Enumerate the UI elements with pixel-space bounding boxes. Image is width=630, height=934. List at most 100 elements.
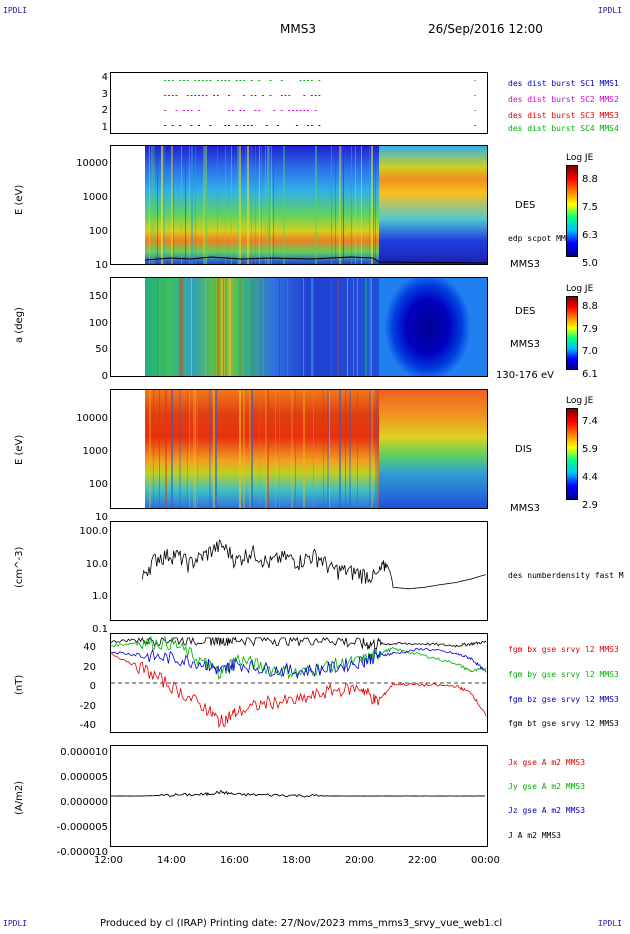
spectrogram-stripe (307, 278, 308, 376)
burst-plot (164, 80, 476, 126)
current-legend-j: J A m2 MMS3 (508, 831, 561, 840)
des-energy-tick: 1000 (82, 192, 108, 203)
spectrogram-stripe (223, 278, 224, 376)
bfield-tick: -40 (79, 720, 96, 731)
current-line (111, 790, 485, 798)
density-y-ticks: 100.0 10.0 1.0 0.1 (60, 516, 108, 646)
bfield-ylabel: (nT) (14, 674, 25, 695)
des-pitch-spectrogram-right (379, 278, 487, 376)
current-legend-jy: Jy gse A m2 MMS3 (508, 782, 586, 791)
density-legend: des numberdensity fast M (508, 571, 624, 580)
spectrogram-stripe (287, 278, 288, 376)
spectrogram-stripe (191, 278, 192, 376)
colorbar-1 (566, 165, 578, 257)
spectrogram-stripe (203, 278, 204, 376)
spectrogram-stripe (271, 146, 272, 264)
spectrogram-stripe (337, 278, 339, 376)
density-tick: 1.0 (92, 591, 108, 602)
scpot-trace (144, 256, 487, 264)
spectrogram-stripe (349, 390, 351, 508)
spectrogram-stripe (255, 146, 256, 264)
dis-energy-spectrogram-right (379, 390, 487, 508)
colorbar-2-title: Log JE (566, 284, 594, 294)
spectrogram-stripe (161, 146, 163, 264)
spectrogram-stripe (291, 390, 293, 508)
des-energy-label-mms3: MMS3 (510, 259, 540, 270)
spectrogram-stripe (369, 390, 371, 508)
colorbar-2-ticks: 8.8 7.9 7.0 6.1 (582, 296, 598, 386)
spectrogram-stripe (185, 146, 186, 264)
spectrogram-stripe (339, 146, 341, 264)
time-axis: 12:00 14:00 16:00 18:00 20:00 22:00 00:0… (94, 855, 504, 869)
colorbar-3-tick: 4.4 (582, 472, 598, 483)
spectrogram-stripe (357, 278, 358, 376)
spectrogram-stripe (365, 278, 367, 376)
density-panel (110, 521, 488, 621)
spectrogram-stripe (163, 146, 165, 264)
spectrogram-stripe (243, 390, 245, 508)
colorbar-3-ticks: 7.4 5.9 4.4 2.9 (582, 408, 598, 520)
spectrogram-stripe (311, 278, 313, 376)
density-plot (141, 539, 486, 590)
des-pitch-spectrogram-left (145, 278, 379, 376)
spectrogram-stripe (191, 146, 193, 264)
spectrogram-stripe (361, 146, 362, 264)
time-tick: 20:00 (345, 855, 374, 866)
des-energy-overlay (144, 146, 487, 264)
spectrogram-stripe (239, 278, 241, 376)
spectrogram-stripe (193, 390, 195, 508)
spectrogram-stripe (181, 278, 183, 376)
bfield-tick: -20 (79, 700, 96, 712)
spectrogram-stripe (331, 146, 332, 264)
spectrogram-stripe (209, 390, 211, 508)
colorbar-3-title: Log JE (566, 396, 594, 406)
burst-legend-3: des dist burst SC3 MMS3 (508, 111, 619, 120)
spectrogram-stripe (261, 146, 262, 264)
spectrogram-stripe (163, 278, 164, 376)
bfield-tick: 0 (89, 681, 96, 692)
spectrogram-stripe (371, 146, 373, 264)
spectrogram-stripe (303, 390, 305, 508)
dis-energy-ylabel: E (eV) (14, 434, 25, 465)
des-energy-ylabel: E (eV) (14, 184, 25, 215)
colorbar-1-tick: 8.8 (582, 174, 598, 185)
spectrogram-stripe (215, 278, 216, 376)
spectrogram-stripe (297, 278, 298, 376)
spectrogram-stripe (173, 146, 174, 264)
dis-energy-label-dis: DIS (515, 444, 532, 455)
spectrogram-stripe (149, 146, 150, 264)
des-pitch-ylabel: a (deg) (14, 307, 25, 343)
spectrogram-stripe (157, 278, 158, 376)
des-energy-spectrogram-right (379, 146, 487, 264)
colorbar-3 (566, 408, 578, 500)
spectrogram-stripe (239, 390, 241, 508)
spectrogram-stripe (153, 146, 155, 264)
spectrogram-stripe (251, 278, 252, 376)
dis-energy-panel (110, 389, 488, 509)
bfield-plot (111, 635, 487, 729)
des-pitch-panel (110, 277, 488, 377)
burst-legend-2: des dist burst SC2 MMS2 (508, 95, 619, 104)
header-date: 26/Sep/2016 12:00 (428, 22, 543, 36)
des-pitch-y-ticks: 150 100 50 0 (72, 284, 108, 390)
time-tick: 16:00 (220, 855, 249, 866)
corner-mark-br: IPDLI (597, 919, 622, 928)
spectrogram-stripe (259, 146, 260, 264)
dis-energy-tick: 10000 (76, 413, 108, 424)
spectrogram-stripe (275, 390, 276, 508)
spectrogram-stripe (325, 278, 327, 376)
dis-energy-tick: 100 (88, 479, 108, 490)
spectrogram-stripe (149, 390, 151, 508)
spectrogram-stripe (267, 146, 269, 264)
des-pitch-label-mms3: MMS3 (510, 339, 540, 350)
spectrogram-stripe (157, 146, 158, 264)
bfield-tick: 40 (83, 642, 96, 653)
time-tick: 14:00 (157, 855, 186, 866)
spectrogram-stripe (347, 278, 348, 376)
current-tick: 0.000010 (60, 747, 108, 758)
spectrogram-stripe (247, 146, 249, 264)
spectrogram-stripe (369, 146, 370, 264)
dis-energy-label-mms3: MMS3 (510, 503, 540, 514)
des-pitch-tick: 100 (88, 317, 108, 329)
spectrogram-stripe (225, 146, 226, 264)
